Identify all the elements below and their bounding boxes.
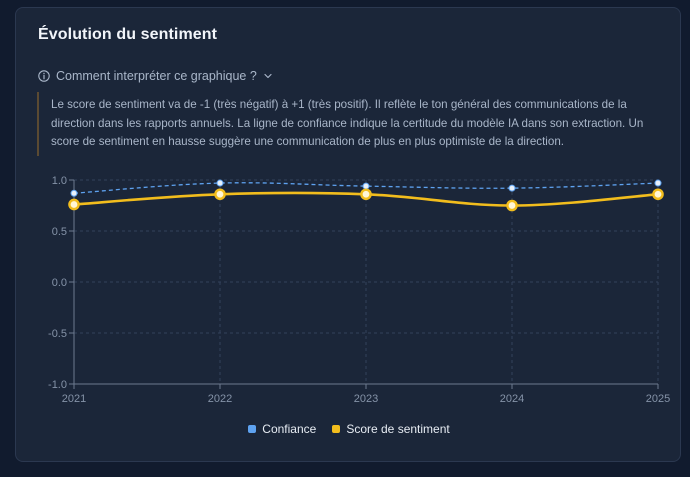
x-tick-label: 2023 [354, 393, 378, 405]
point-confidence [216, 179, 224, 187]
point-sentiment [506, 199, 518, 212]
y-tick-label: 0.0 [52, 277, 67, 289]
interpretation-toggle-label: Comment interpréter ce graphique ? [56, 69, 257, 83]
interpretation-toggle[interactable]: Comment interpréter ce graphique ? [38, 69, 273, 83]
point-sentiment [652, 188, 664, 201]
card-title: Évolution du sentiment [38, 26, 218, 43]
x-tick-label: 2021 [62, 393, 86, 405]
y-tick-label: -0.5 [48, 328, 67, 340]
chart-legend: Confiance Score de sentiment [16, 422, 682, 436]
legend-swatch-sentiment [332, 425, 341, 433]
y-tick-label: 1.0 [52, 175, 67, 187]
interpretation-text: Le score de sentiment va de -1 (très nég… [37, 92, 651, 156]
legend-item-sentiment[interactable]: Score de sentiment [332, 422, 450, 436]
legend-label-sentiment: Score de sentiment [346, 422, 450, 436]
x-tick-label: 2022 [208, 393, 232, 405]
chevron-down-icon [263, 71, 273, 81]
point-confidence [508, 184, 516, 192]
point-sentiment [68, 198, 80, 211]
point-confidence [362, 182, 370, 190]
y-tick-label: 0.5 [52, 226, 67, 238]
point-sentiment [214, 188, 226, 201]
legend-item-confidence[interactable]: Confiance [248, 422, 316, 436]
info-circle-icon [38, 70, 50, 82]
sentiment-card: Évolution du sentiment Comment interprét… [15, 7, 681, 462]
point-sentiment [360, 188, 372, 201]
sentiment-chart: 1.0 0.5 0.0 -0.5 -1.0 2021 2022 2023 2024 2025 [48, 175, 670, 405]
y-tick-label: -1.0 [48, 379, 67, 391]
legend-label-confidence: Confiance [262, 422, 317, 436]
legend-swatch-confidence [248, 425, 257, 433]
x-tick-label: 2024 [500, 393, 524, 405]
point-confidence [70, 189, 78, 197]
x-tick-label: 2025 [646, 393, 670, 405]
point-confidence [654, 179, 662, 187]
